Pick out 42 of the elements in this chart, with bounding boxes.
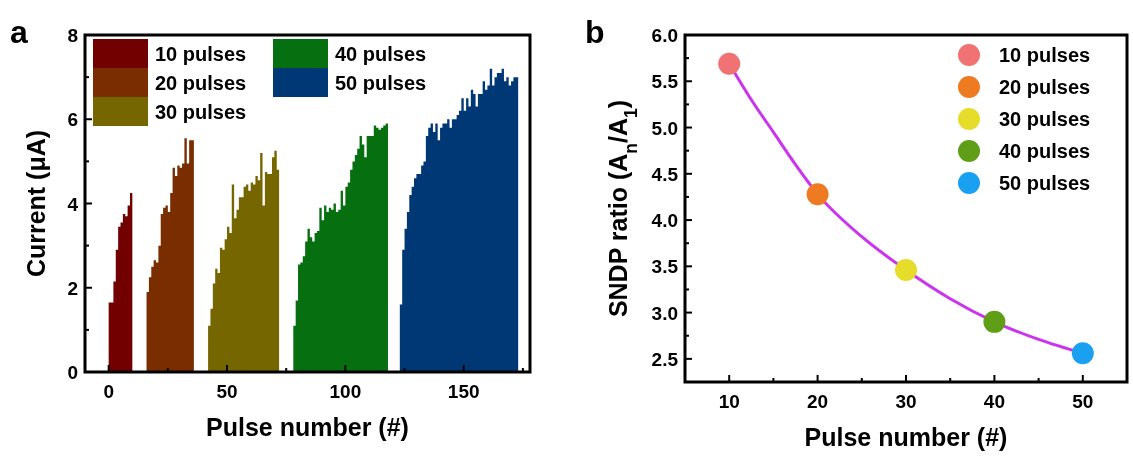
y-tick-label: 6.0 bbox=[651, 25, 678, 46]
point bbox=[895, 259, 917, 282]
legend-label: 10 pulses bbox=[155, 42, 247, 65]
point bbox=[1071, 342, 1094, 365]
x-tick-label: 150 bbox=[447, 381, 480, 402]
legend-label: 50 pulses bbox=[999, 172, 1091, 194]
legend-label: 40 pulses bbox=[999, 140, 1091, 162]
point bbox=[718, 52, 741, 75]
y-tick-label: 4.0 bbox=[651, 210, 678, 232]
x-tick-label: 50 bbox=[1072, 391, 1094, 412]
legend-label: 10 pulses bbox=[999, 44, 1091, 66]
y-axis-title: Current (μA) bbox=[22, 129, 50, 278]
x-tick-label: 30 bbox=[895, 391, 917, 412]
y-tick-label: 8 bbox=[67, 25, 78, 46]
x-tick-label: 20 bbox=[807, 391, 829, 412]
x-tick-label: 100 bbox=[329, 381, 362, 402]
x-axis-title: Pulse number (#) bbox=[206, 413, 409, 441]
legend-label: 30 pulses bbox=[999, 108, 1091, 130]
point bbox=[983, 310, 1006, 333]
legend-label: 40 pulses bbox=[335, 42, 427, 65]
y-tick-label: 4.5 bbox=[651, 163, 679, 185]
y-tick-label: 0 bbox=[67, 362, 78, 383]
x-axis-title: Pulse number (#) bbox=[804, 423, 1008, 451]
legend-label: 30 pulses bbox=[155, 100, 247, 123]
legend-label: 20 pulses bbox=[999, 76, 1091, 98]
y-tick-label: 4 bbox=[67, 193, 79, 215]
y-tick-label: 6 bbox=[67, 109, 78, 131]
legend-label: 20 pulses bbox=[155, 71, 247, 94]
point bbox=[806, 183, 829, 206]
y-tick-label: 2 bbox=[67, 277, 78, 299]
x-tick-label: 0 bbox=[103, 381, 114, 402]
x-tick-label: 10 bbox=[718, 391, 740, 412]
y-tick-label: 3.0 bbox=[651, 302, 678, 324]
y-tick-label: 3.5 bbox=[651, 256, 679, 278]
y-tick-label: 2.5 bbox=[651, 348, 679, 370]
chart-title: a bbox=[10, 14, 28, 50]
chart-title: b bbox=[585, 14, 605, 50]
legend-label: 50 pulses bbox=[335, 71, 427, 94]
y-tick-label: 5.5 bbox=[651, 71, 679, 93]
x-tick-label: 40 bbox=[983, 391, 1005, 412]
y-tick-label: 5.0 bbox=[651, 117, 678, 139]
x-tick-label: 50 bbox=[216, 381, 238, 402]
